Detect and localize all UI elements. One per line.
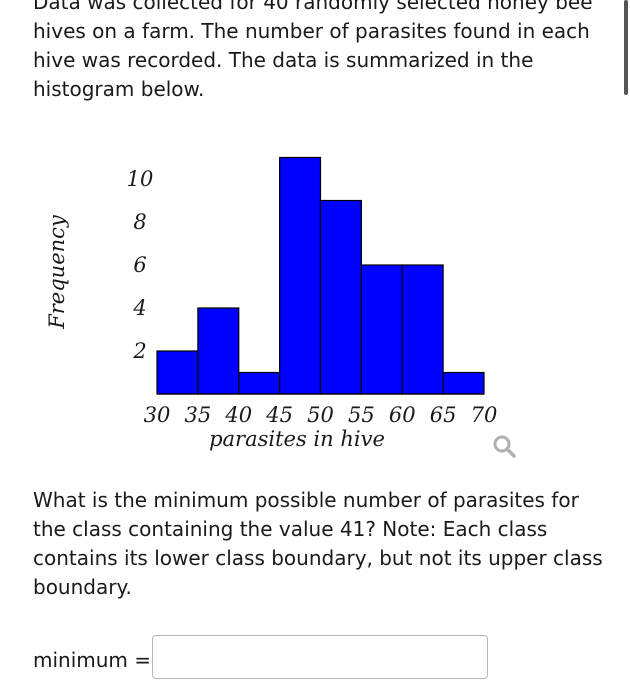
x-tick-60: 60 bbox=[389, 403, 416, 427]
histogram-bar-60-65 bbox=[401, 264, 444, 395]
histogram-bar-55-60 bbox=[360, 264, 403, 395]
minimum-label: minimum = bbox=[33, 648, 152, 672]
histogram-bar-40-45 bbox=[238, 371, 281, 395]
scrollbar[interactable] bbox=[624, 0, 628, 95]
minimum-input[interactable] bbox=[152, 635, 488, 679]
histogram-bar-65-70 bbox=[442, 371, 485, 395]
y-tick-2: 2 bbox=[132, 339, 146, 363]
histogram-bar-45-50 bbox=[279, 156, 322, 395]
x-tick-40: 40 bbox=[224, 403, 252, 427]
x-tick-35: 35 bbox=[185, 403, 212, 427]
x-tick-labels: 30 35 40 45 50 55 60 65 70 bbox=[144, 403, 498, 427]
y-tick-labels: 2 4 6 8 10 bbox=[127, 167, 154, 363]
x-tick-45: 45 bbox=[265, 403, 293, 427]
y-tick-6: 6 bbox=[133, 253, 146, 277]
histogram: 30 35 40 45 50 55 60 65 70 2 4 6 8 10 parasites in h… bbox=[45, 156, 498, 451]
x-tick-30: 30 bbox=[144, 403, 171, 427]
histogram-bar-50-55 bbox=[319, 199, 362, 395]
x-tick-65: 65 bbox=[430, 403, 457, 427]
histogram-bar-30-35 bbox=[156, 350, 199, 395]
x-tick-55: 55 bbox=[348, 403, 375, 427]
y-tick-4: 4 bbox=[132, 296, 146, 320]
x-tick-70: 70 bbox=[471, 403, 498, 427]
y-tick-10: 10 bbox=[127, 167, 154, 191]
x-axis-label: parasites in hive bbox=[209, 427, 385, 451]
search-icon[interactable] bbox=[490, 432, 520, 462]
y-axis-label: Frequency bbox=[45, 214, 69, 330]
y-tick-8: 8 bbox=[133, 210, 146, 234]
question-text: What is the minimum possible number of p… bbox=[33, 488, 603, 599]
problem-intro: Data was collected for 40 randomly selec… bbox=[33, 0, 593, 101]
x-tick-50: 50 bbox=[307, 403, 334, 427]
histogram-bar-35-40 bbox=[197, 307, 240, 395]
bars-layer bbox=[156, 156, 485, 395]
